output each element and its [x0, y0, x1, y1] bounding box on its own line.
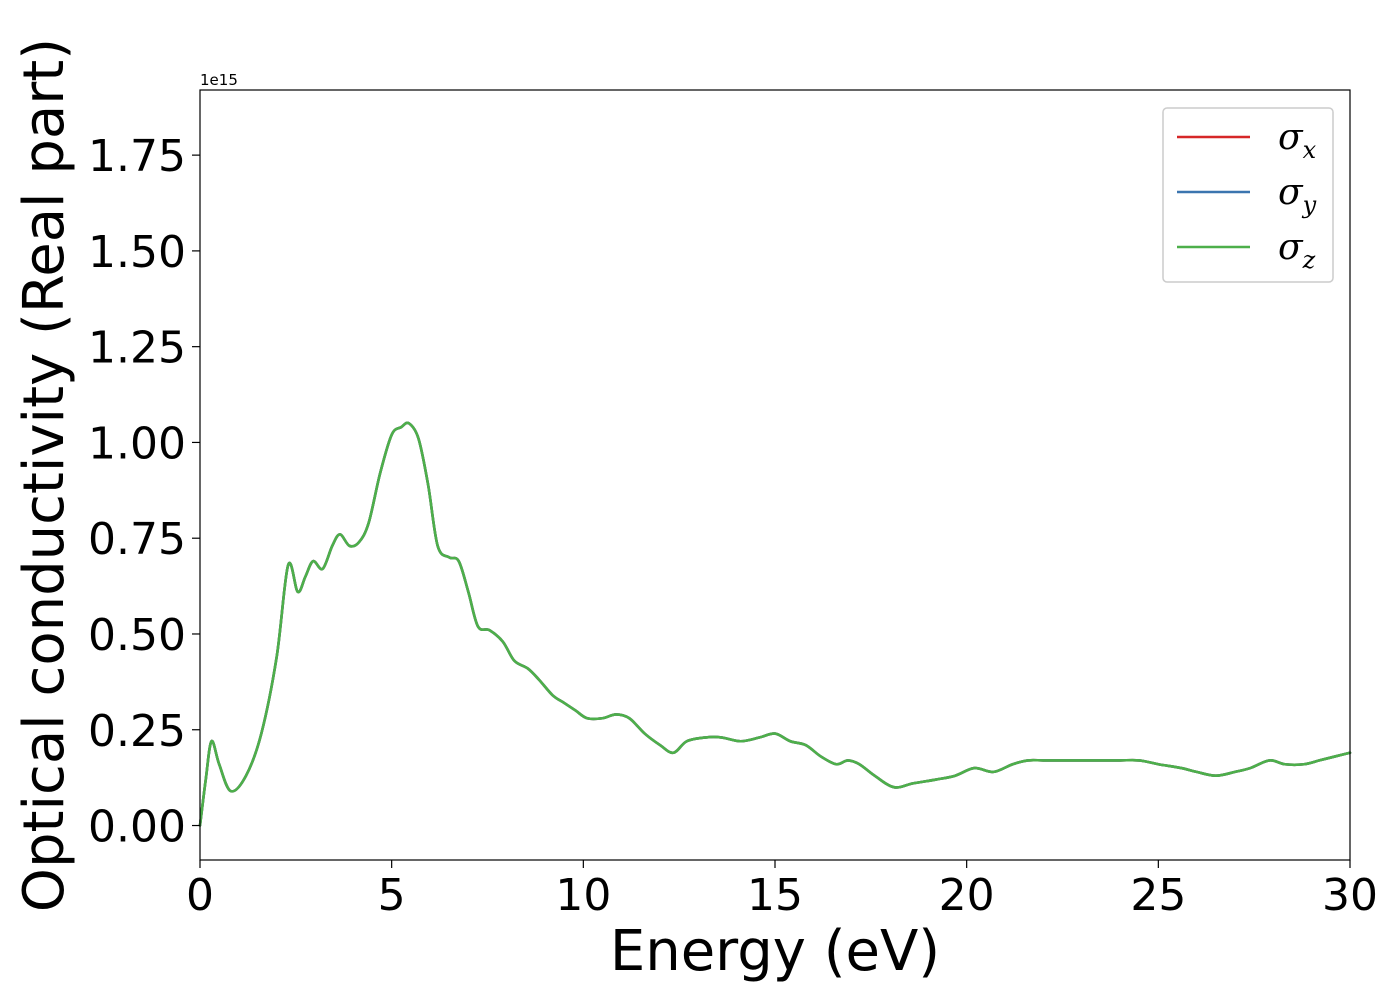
legend-label-sigma-z: σz: [1278, 227, 1316, 274]
legend-label-sigma-x: σx: [1278, 117, 1317, 164]
series-layer: [198, 421, 1352, 827]
x-axis-label: Energy (eV): [610, 919, 940, 984]
x-tick-label: 15: [747, 870, 803, 921]
y-tick-label: 0.75: [88, 514, 186, 565]
y-tick-label: 0.00: [88, 802, 186, 853]
y-axis-label: Optical conductivity (Real part): [12, 38, 77, 912]
x-tick-label: 10: [555, 870, 611, 921]
x-tick-label: 30: [1322, 870, 1378, 921]
x-tick-label: 0: [186, 870, 214, 921]
y-tick-label: 1.00: [88, 418, 186, 469]
x-axis-ticks: 0 5 10 15 20 25 30: [186, 860, 1378, 921]
y-offset-label: 1e15: [200, 71, 238, 89]
x-tick-label: 20: [939, 870, 995, 921]
x-tick-label: 25: [1130, 870, 1186, 921]
y-tick-label: 1.75: [88, 131, 186, 182]
legend-box: [1162, 107, 1334, 283]
y-tick-label: 1.50: [88, 227, 186, 278]
legend-label-sigma-y: σy: [1278, 172, 1317, 219]
x-tick-label: 5: [378, 870, 406, 921]
y-tick-label: 0.25: [88, 706, 186, 757]
y-tick-label: 1.25: [88, 323, 186, 374]
legend: σx σy σz: [1162, 107, 1334, 283]
y-tick-label: 0.50: [88, 610, 186, 661]
series-line-sigma-z: [198, 421, 1352, 827]
y-axis-ticks: 0.00 0.25 0.50 0.75 1.00 1.25 1.50 1.75: [88, 131, 200, 853]
